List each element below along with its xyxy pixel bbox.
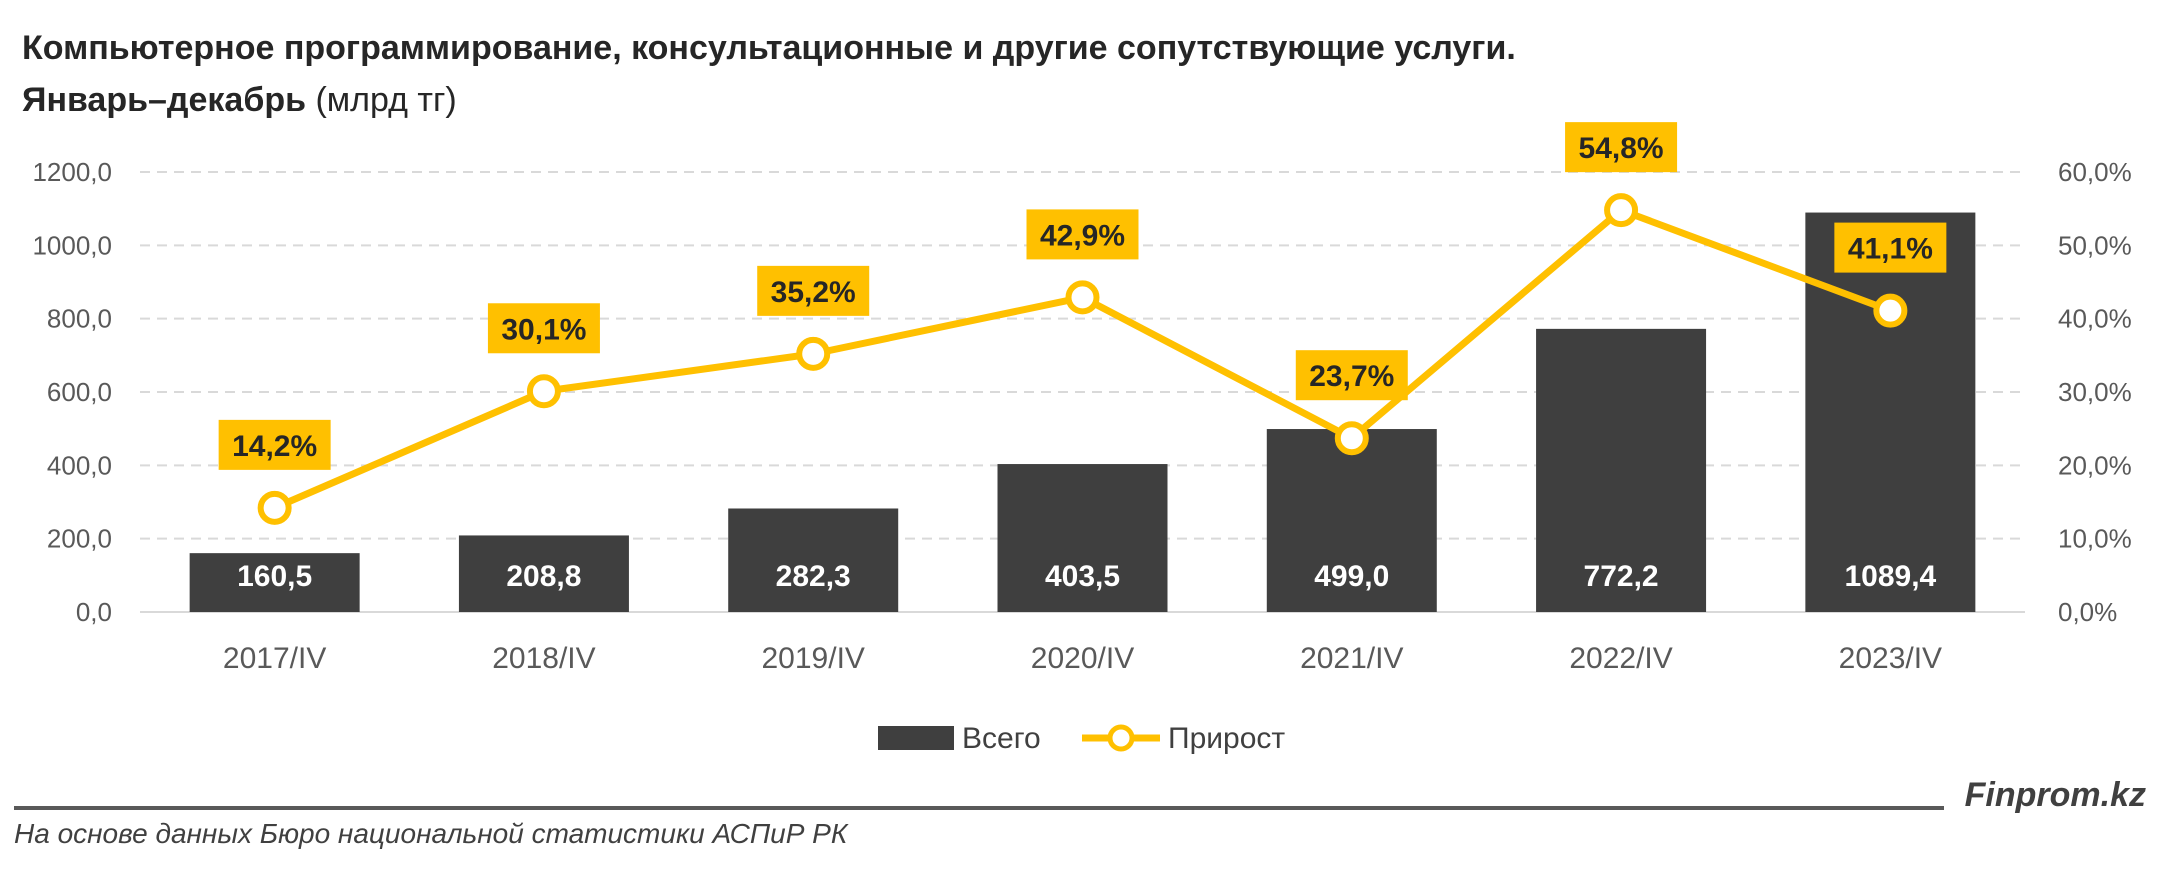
growth-data-label: 54,8%: [1579, 132, 1664, 165]
legend-swatch-marker: [1107, 724, 1135, 752]
left-axis-tick-label: 1000,0: [32, 230, 112, 260]
left-axis-tick-label: 1200,0: [32, 157, 112, 187]
growth-data-label: 35,2%: [771, 276, 856, 309]
growth-label-box: [1295, 350, 1408, 401]
growth-point: [796, 336, 831, 371]
legend: Всего Прирост: [878, 722, 1285, 755]
x-axis-tick-label: 2020/IV: [1031, 642, 1134, 675]
legend-swatch-bar: [878, 726, 954, 750]
title-period: Январь–декабрь: [22, 81, 307, 119]
x-axis-tick-label: 2022/IV: [1569, 642, 1672, 675]
x-axis-tick-label: 2021/IV: [1300, 642, 1403, 675]
right-axis-tick-label: 0,0%: [2058, 597, 2117, 627]
x-axis-tick-label: 2017/IV: [223, 642, 326, 675]
growth-label-box: [487, 303, 600, 354]
right-axis-tick-label: 50,0%: [2058, 230, 2132, 260]
bar-data-label: 160,5: [237, 560, 312, 593]
growth-point: [1873, 293, 1908, 328]
bar-data-label: 1089,4: [1844, 560, 1936, 593]
bar: [458, 535, 629, 612]
x-axis-tick-label: 2018/IV: [492, 642, 595, 675]
right-axis-ticks: 0,0% 10,0% 20,0% 30,0% 40,0% 50,0% 60,0%: [2058, 157, 2132, 627]
source-note: На основе данных Бюро национальной стати…: [14, 818, 848, 849]
footer-rule: [14, 806, 1944, 810]
left-axis-tick-label: 0,0: [76, 597, 112, 627]
right-axis-tick-label: 60,0%: [2058, 157, 2132, 187]
bar: [1536, 328, 1707, 612]
growth-data-label: 42,9%: [1040, 219, 1125, 252]
line-series: 14,2% 30,1% 35,2% 42,9% 23,7% 54,8% 41,1%: [218, 122, 1947, 525]
growth-point: [1334, 421, 1369, 456]
bar-data-label: 772,2: [1584, 560, 1659, 593]
growth-data-label: 14,2%: [232, 430, 317, 463]
bar: [189, 553, 360, 612]
right-axis-tick-label: 30,0%: [2058, 377, 2132, 407]
left-axis-tick-label: 200,0: [47, 524, 112, 554]
bar-data-label: 282,3: [776, 560, 851, 593]
title-line-1: Компьютерное программирование, консульта…: [22, 29, 1516, 67]
bar: [997, 464, 1168, 612]
x-axis-tick-label: 2019/IV: [762, 642, 865, 675]
bar-data-label: 403,5: [1045, 560, 1120, 593]
growth-point: [257, 490, 292, 525]
growth-label-box: [1026, 209, 1139, 260]
growth-point: [526, 374, 561, 409]
left-axis-ticks: 0,0 200,0 400,0 600,0 800,0 1000,0 1200,0: [32, 157, 112, 627]
bar: [728, 508, 899, 612]
brand-label: Finprom.kz: [1964, 776, 2146, 814]
growth-label-box: [218, 419, 331, 470]
x-axis-tick-label: 2023/IV: [1839, 642, 1942, 675]
bar-data-label: 208,8: [506, 560, 581, 593]
growth-label-box: [757, 265, 870, 316]
growth-data-label: 23,7%: [1309, 360, 1394, 393]
left-axis-tick-label: 400,0: [47, 450, 112, 480]
bar-data-label: 499,0: [1314, 560, 1389, 593]
title-line-2: Январь–декабрь (млрд тг): [22, 74, 1516, 126]
growth-point: [1604, 193, 1639, 228]
growth-label-box: [1834, 222, 1947, 273]
legend-label-bar: Всего: [962, 722, 1041, 755]
growth-data-label: 30,1%: [501, 313, 586, 346]
right-axis-tick-label: 10,0%: [2058, 524, 2132, 554]
combo-chart: 0,0 200,0 400,0 600,0 800,0 1000,0 1200,0 0,0%…: [32, 122, 2132, 755]
bar: [1805, 212, 1976, 612]
left-axis-tick-label: 800,0: [47, 304, 112, 334]
growth-point: [1065, 280, 1100, 315]
left-axis-tick-label: 600,0: [47, 377, 112, 407]
bar: [1266, 429, 1437, 612]
growth-label-box: [1565, 122, 1678, 173]
x-axis-labels: 2017/IV 2018/IV 2019/IV 2020/IV 2021/IV 2022/…: [223, 642, 1942, 675]
bar-series: 160,5 208,8 282,3 403,5 499,0 772,2 1089,4: [189, 212, 1976, 612]
right-axis-tick-label: 40,0%: [2058, 304, 2132, 334]
legend-label-line: Прирост: [1168, 722, 1285, 755]
title-unit: (млрд тг): [306, 81, 457, 119]
growth-data-label: 41,1%: [1848, 233, 1933, 266]
right-axis-tick-label: 20,0%: [2058, 450, 2132, 480]
chart-title: Компьютерное программирование, консульта…: [22, 22, 1516, 126]
